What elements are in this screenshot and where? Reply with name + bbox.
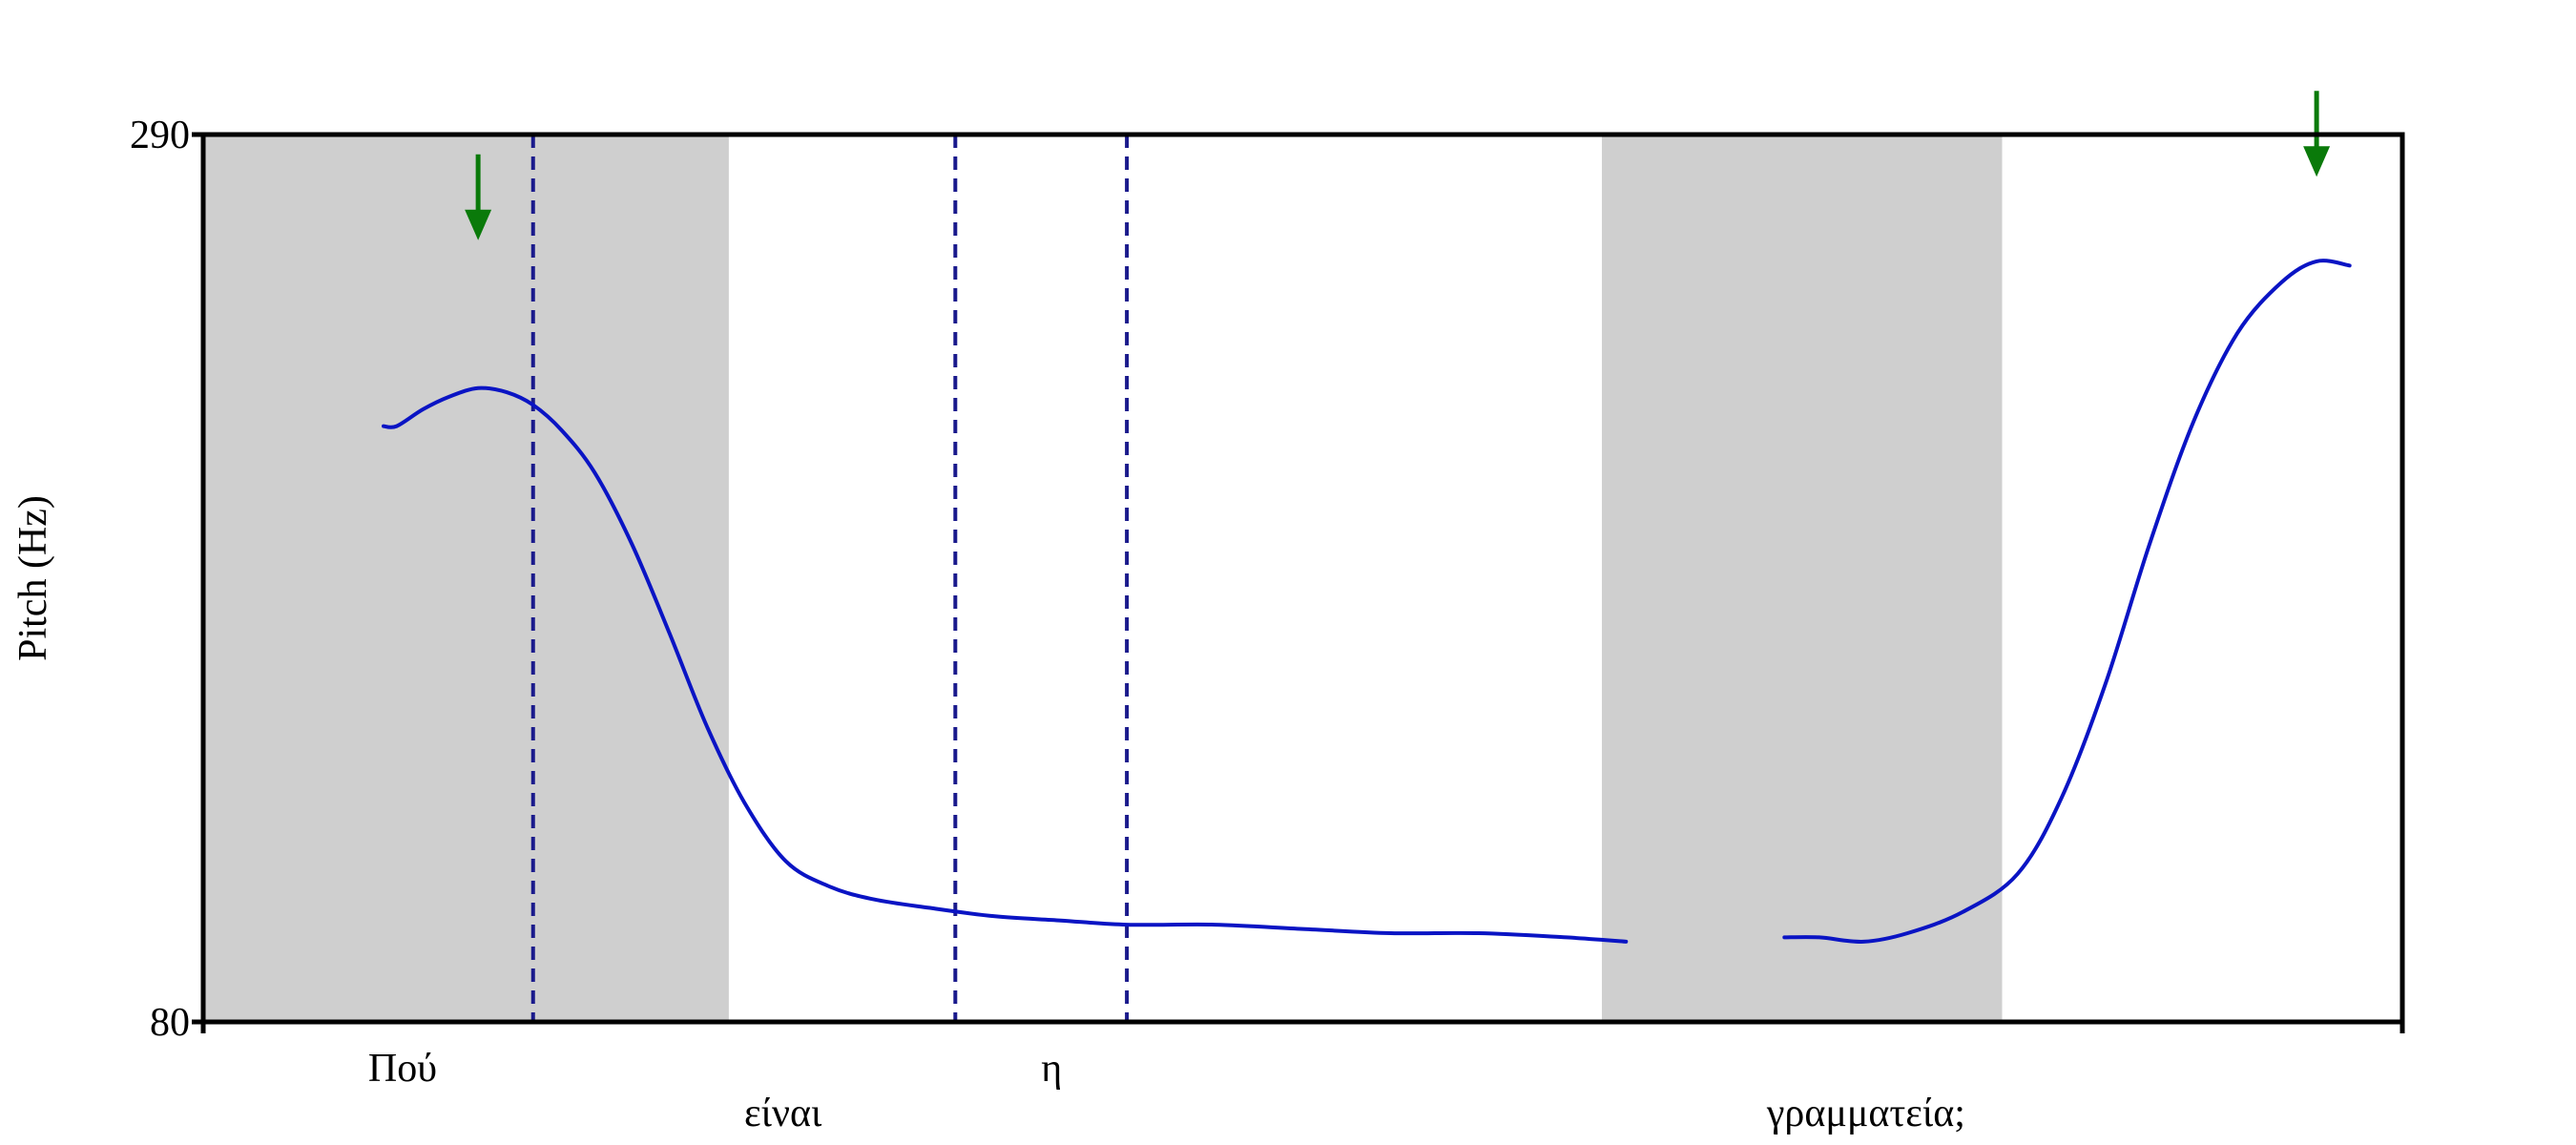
y-axis-ticks: 290 80 (130, 114, 2405, 1045)
word-boundaries (530, 135, 1130, 1022)
word-label-1: Πού (368, 1047, 437, 1091)
word-label-2: είναι (744, 1092, 822, 1135)
word-labels: Πού είναι η γραμματεία; (368, 1047, 1965, 1135)
arrow-head (2303, 146, 2331, 177)
pitch-curve-segment-1 (382, 385, 1629, 944)
word-label-3: η (1041, 1047, 1062, 1091)
shaded-region-2 (1601, 135, 2003, 1022)
accent-arrow-1 (465, 154, 492, 240)
shaded-region-1 (203, 135, 729, 1022)
y-tick-label: 80 (150, 1001, 190, 1045)
y-tick-label: 290 (130, 114, 190, 157)
arrow-head (465, 209, 492, 240)
shaded-regions (203, 135, 2003, 1022)
word-label-4: γραμματεία; (1766, 1092, 1965, 1135)
accent-arrow-2 (2303, 91, 2331, 177)
accent-arrows (465, 91, 2331, 240)
plot-frame (200, 132, 2405, 1025)
pitch-curve-segment-2 (1782, 259, 2352, 944)
y-axis-title: Pitch (Hz) (11, 495, 55, 661)
pitch-series (382, 259, 2352, 944)
